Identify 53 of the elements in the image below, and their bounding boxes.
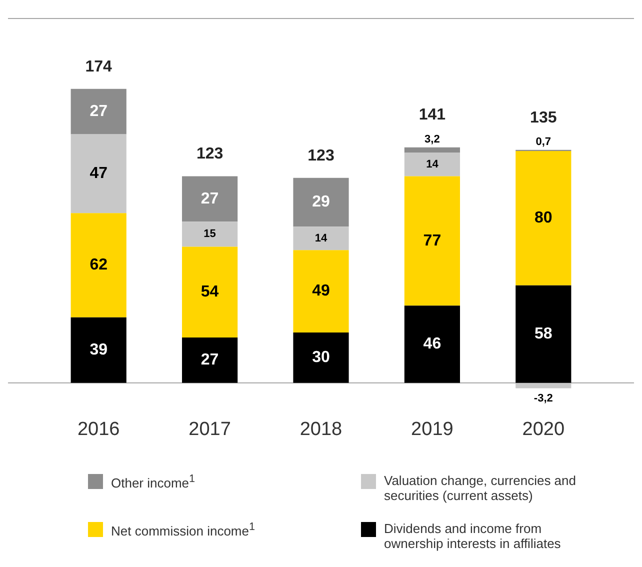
bar: [404, 176, 460, 306]
data-label: 0,7: [536, 136, 552, 148]
data-label: 29: [312, 194, 330, 211]
bar: [293, 226, 349, 250]
data-label: 49: [312, 282, 330, 300]
bar: [404, 152, 460, 176]
data-label: 39: [90, 342, 108, 358]
data-label: 27: [90, 102, 108, 120]
data-label: 80: [534, 210, 552, 227]
total-label: 123: [196, 146, 224, 163]
x-tick-label: 2018: [300, 418, 342, 440]
total-label: 123: [308, 147, 334, 164]
legend-label: Other income$^{1}$: [111, 473, 196, 490]
data-label: 27: [200, 352, 219, 369]
bar: [404, 306, 460, 383]
bar: [70, 213, 126, 318]
bar: [293, 332, 349, 383]
data-label: 46: [423, 336, 442, 353]
x-tick-label: 2016: [77, 418, 120, 440]
bar: [182, 337, 238, 383]
data-label: 77: [423, 232, 442, 250]
data-label: 47: [90, 165, 108, 182]
legend-label: Net commission income$^{1}$: [111, 521, 256, 538]
data-label: -3,2: [534, 392, 553, 404]
bar: [182, 246, 238, 338]
total-label: 135: [530, 109, 557, 126]
total-label: 141: [418, 106, 446, 124]
x-tick-label: 2017: [188, 418, 231, 440]
bar: [516, 151, 572, 286]
x-tick-label: 2020: [522, 418, 565, 440]
bar: [293, 250, 349, 332]
bar: [293, 178, 349, 227]
legend-label: Dividends and income from ownership interests in affiliates: [384, 521, 562, 551]
data-label: 14: [426, 158, 440, 170]
bar: [516, 285, 572, 383]
data-label: 30: [312, 349, 330, 366]
bar: [182, 176, 238, 222]
data-label: 3,2: [424, 133, 440, 146]
x-tick-label: 2019: [411, 418, 454, 440]
data-label: 54: [200, 284, 219, 301]
data-label: 58: [534, 326, 552, 343]
bar: [404, 147, 460, 153]
bar: [70, 134, 126, 214]
data-label: 14: [314, 232, 328, 244]
data-label: 62: [90, 256, 108, 274]
bar: [516, 382, 572, 388]
data-label: 27: [200, 190, 219, 208]
data-label: 15: [204, 228, 216, 240]
bar: [182, 222, 238, 247]
bar: [70, 88, 126, 134]
total-label: 174: [85, 58, 112, 76]
legend-label: Valuation change, currencies and securities (current assets): [384, 473, 577, 503]
bar: [70, 317, 126, 383]
